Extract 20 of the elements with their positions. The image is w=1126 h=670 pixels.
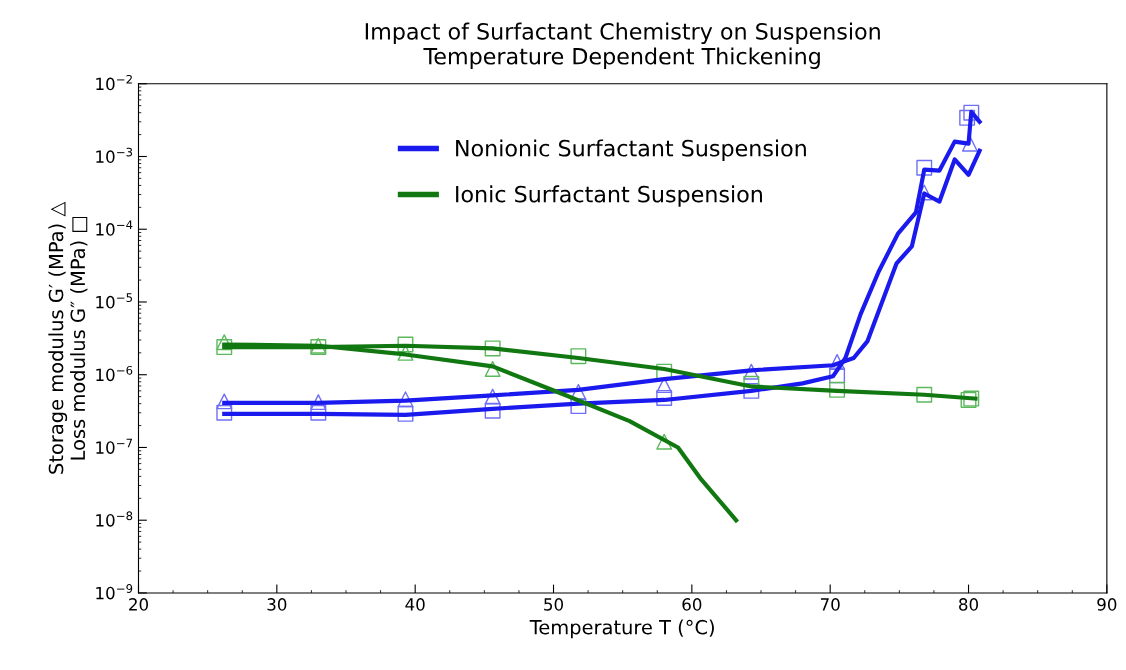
- legend-label: Ionic Surfactant Suspension: [456, 185, 762, 207]
- x-tick-label: 60: [682, 598, 702, 611]
- x-axis-title: Temperature T (°C): [529, 619, 714, 639]
- chart-title: Impact of Surfactant Chemistry on Suspension Temperature Dependent Thickening: [365, 22, 880, 69]
- y-tick-label: 10$^{−8}$: [96, 511, 133, 527]
- y-tick-label: 10$^{−7}$: [96, 438, 133, 454]
- y-tick-label: 10$^{−5}$: [96, 293, 133, 309]
- y-tick-label: 10$^{−4}$: [96, 220, 133, 236]
- x-tick-label: 30: [267, 598, 287, 611]
- x-tick-label: 80: [959, 598, 979, 611]
- y-tick-label: 10$^{−6}$: [96, 365, 133, 382]
- x-tick-label: 20: [129, 598, 148, 611]
- x-tick-label: 90: [1097, 598, 1117, 611]
- y-tick-label: 10$^{−3}$: [96, 147, 133, 163]
- y-axis-title: Storage modulus G′ (MPa) △ Loss modulus G″ (MPa) □: [48, 201, 88, 474]
- x-tick-label: 40: [405, 598, 425, 611]
- x-tick-label: 70: [820, 598, 840, 611]
- legend-label: Nonionic Surfactant Suspension: [456, 139, 806, 161]
- y-tick-label: 10$^{−2}$: [96, 74, 132, 91]
- x-tick-label: 50: [544, 598, 564, 611]
